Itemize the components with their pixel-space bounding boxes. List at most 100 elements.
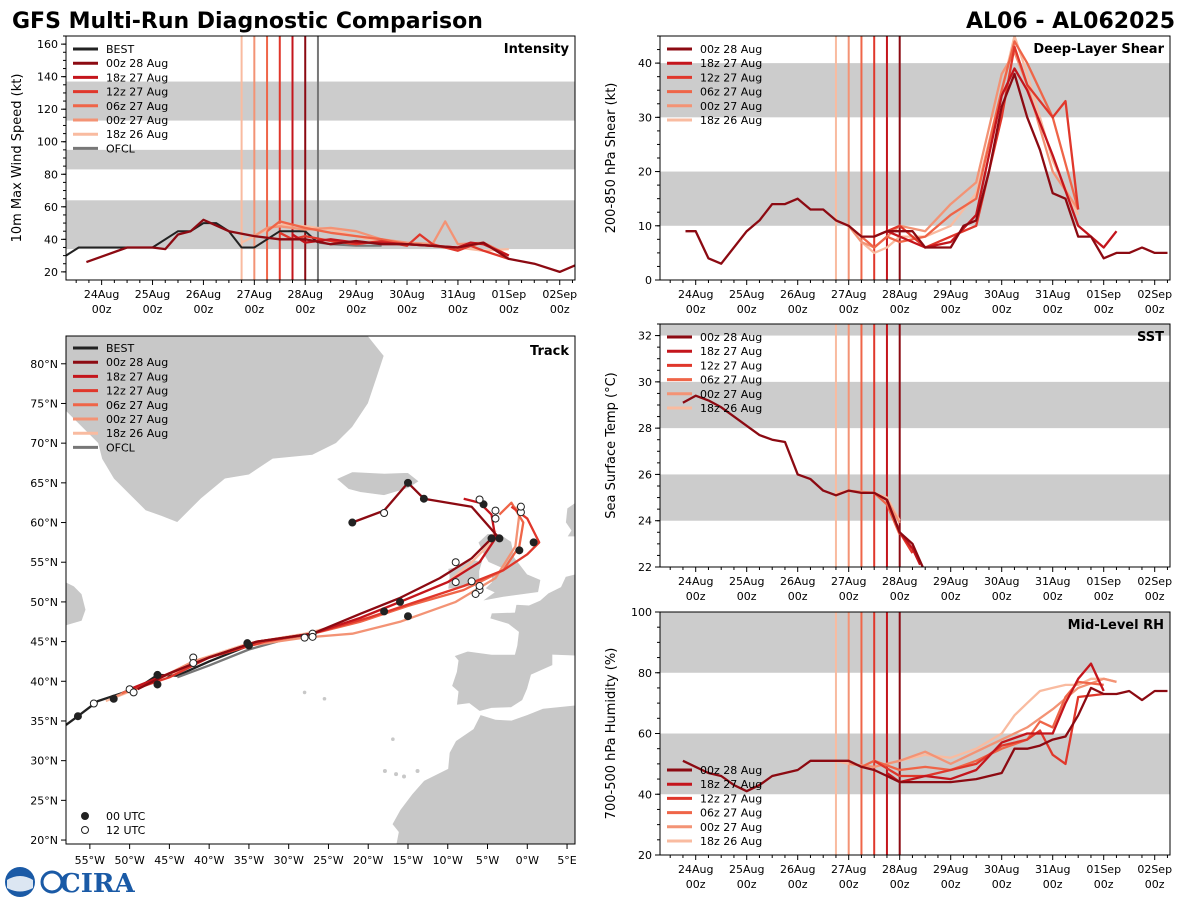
- rh-xtick-label: 00z: [737, 878, 757, 891]
- rh-xtick-label: 02Sep: [1137, 863, 1172, 876]
- track-legend-label: 00z 28 Aug: [106, 356, 168, 369]
- sst-xtick-label: 24Aug: [678, 575, 713, 588]
- track-marker-00utc: [495, 534, 504, 543]
- intensity-xtick-label: 28Aug: [287, 288, 322, 301]
- track-xtick-label: 30°W: [274, 854, 304, 867]
- sst-xtick-label: 28Aug: [882, 575, 917, 588]
- intensity-xtick-label: 27Aug: [237, 288, 272, 301]
- sst-shaded-band: [660, 324, 1170, 336]
- track-ytick-label: 35°N: [30, 715, 58, 728]
- sst-xtick-label: 30Aug: [984, 575, 1019, 588]
- intensity-xtick-label: 00z: [244, 303, 264, 316]
- track-ytick-label: 25°N: [30, 794, 58, 807]
- intensity-xtick-label: 02Sep: [542, 288, 577, 301]
- track-legend-label: 12z 27 Aug: [106, 385, 168, 398]
- track-xtick-label: 55°W: [75, 854, 105, 867]
- track-xtick-label: 15°W: [393, 854, 423, 867]
- rh-xtick-label: 00z: [890, 878, 910, 891]
- track-ytick-label: 50°N: [30, 596, 58, 609]
- intensity-legend-label: BEST: [106, 43, 134, 56]
- intensity-xtick-label: 29Aug: [338, 288, 373, 301]
- track-marker-12utc: [475, 582, 484, 591]
- track-legend-label: 18z 26 Aug: [106, 427, 168, 440]
- intensity-xtick-label: 01Sep: [491, 288, 526, 301]
- canary-island: [394, 772, 399, 777]
- sst-xtick-label: 00z: [686, 590, 706, 603]
- track-ytick-label: 45°N: [30, 636, 58, 649]
- sst-ytick-label: 24: [638, 515, 652, 528]
- rh-xtick-label: 28Aug: [882, 863, 917, 876]
- shear-series-line: [685, 72, 1168, 265]
- track-map-panel: 55°W 50°W 45°W 40°W 35°W 30°W 25°W 20°W 15°W 10°W…: [30, 335, 577, 867]
- track-marker-00utc: [403, 478, 412, 487]
- sst-series-line: [682, 394, 924, 567]
- shear-xtick-label: 00z: [839, 303, 859, 316]
- sst-frame: [659, 323, 1171, 568]
- track-ytick-label: 30°N: [30, 755, 58, 768]
- rh-ytick-label: 100: [631, 606, 652, 619]
- sst-shaded-band: [660, 381, 1170, 429]
- shear-xtick-label: 00z: [941, 303, 961, 316]
- track-xtick-label: 45°W: [154, 854, 184, 867]
- intensity-xtick-label: 00z: [499, 303, 519, 316]
- shear-xtick-label: 27Aug: [831, 288, 866, 301]
- shear-xtick-label: 00z: [788, 303, 808, 316]
- rh-legend-label: 12z 27 Aug: [700, 792, 762, 805]
- sst-legend-label: 12z 27 Aug: [700, 359, 762, 372]
- track-ytick-label: 75°N: [30, 397, 58, 410]
- track-marker-legend-symbol: [81, 812, 89, 820]
- track-legend-label: BEST: [106, 342, 134, 355]
- storm-id: AL06 - AL062025: [966, 9, 1175, 34]
- track-marker-12utc: [189, 659, 198, 668]
- shear-xtick-label: 31Aug: [1035, 288, 1070, 301]
- rh-panel-title: Mid-Level RH: [1068, 618, 1164, 633]
- intensity-xtick-label: 00z: [448, 303, 468, 316]
- intensity-panel-title: Intensity: [504, 42, 570, 57]
- africa-landmass: [391, 704, 575, 844]
- track-marker-12utc: [380, 509, 389, 518]
- track-marker-00utc: [153, 680, 162, 689]
- track-marker-00utc: [515, 546, 524, 555]
- intensity-legend-label: 18z 26 Aug: [106, 128, 168, 141]
- track-marker-12utc: [491, 506, 500, 515]
- track-marker-12utc: [491, 514, 500, 523]
- rh-panel: 20 40 60 80 100 24Aug 00z 25Aug 00z 26Aug 00z 27Aug…: [604, 606, 1172, 891]
- track-legend-label: 06z 27 Aug: [106, 399, 168, 412]
- sst-xtick-label: 31Aug: [1035, 575, 1070, 588]
- shear-xtick-label: 29Aug: [933, 288, 968, 301]
- shear-ytick-label: 40: [638, 57, 652, 70]
- sst-ytick-label: 28: [638, 422, 652, 435]
- track-marker-00utc: [529, 538, 538, 547]
- intensity-panel: 20 40 60 80 100 120 140 160 24Aug 00z 25Aug 00z 26Au…: [10, 35, 577, 316]
- track-ytick-label: 20°N: [30, 834, 58, 847]
- track-marker-legend-label: 12 UTC: [106, 824, 146, 837]
- rh-legend-label: 18z 27 Aug: [700, 778, 762, 791]
- intensity-shaded-band: [66, 149, 575, 170]
- sst-xtick-label: 00z: [1145, 590, 1165, 603]
- track-xtick-label: 50°W: [114, 854, 144, 867]
- rh-ytick-label: 40: [638, 788, 652, 801]
- canary-island: [382, 768, 387, 773]
- sst-xtick-label: 25Aug: [729, 575, 764, 588]
- intensity-ytick-label: 100: [37, 136, 58, 149]
- rh-xtick-label: 00z: [1094, 878, 1114, 891]
- track-marker-legend-label: 00 UTC: [106, 810, 146, 823]
- track-marker-12utc: [516, 502, 525, 511]
- track-xtick-label: 35°W: [234, 854, 264, 867]
- sst-shaded-band: [660, 474, 1170, 521]
- rh-xtick-label: 26Aug: [780, 863, 815, 876]
- shear-xtick-label: 02Sep: [1137, 288, 1172, 301]
- rh-ytick-label: 80: [638, 667, 652, 680]
- sst-panel-title: SST: [1137, 330, 1164, 345]
- track-xtick-label: 0°W: [516, 854, 539, 867]
- rh-shaded-band: [660, 733, 1170, 795]
- track-marker-12utc: [300, 633, 309, 642]
- rh-ytick-label: 20: [638, 849, 652, 862]
- sst-xtick-label: 26Aug: [780, 575, 815, 588]
- track-ytick-label: 55°N: [30, 556, 58, 569]
- intensity-xtick-label: 00z: [397, 303, 417, 316]
- intensity-legend-label: 18z 27 Aug: [106, 71, 168, 84]
- sst-xtick-label: 02Sep: [1137, 575, 1172, 588]
- rh-ytick-label: 60: [638, 728, 652, 741]
